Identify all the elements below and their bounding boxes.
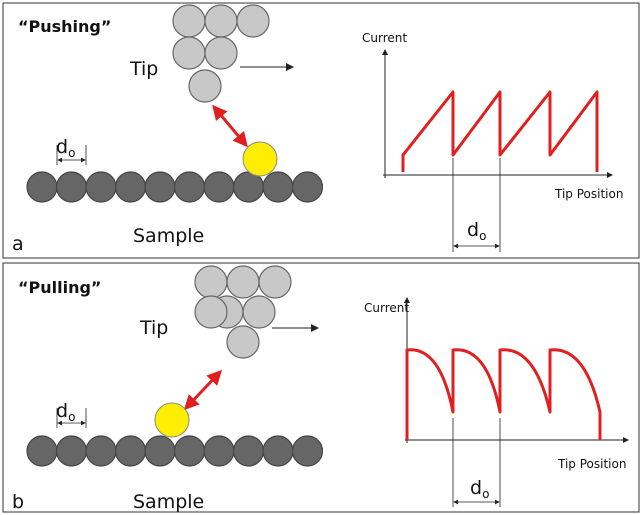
atom <box>293 436 323 466</box>
atom <box>189 70 221 102</box>
panel-letter: b <box>12 491 24 513</box>
atom <box>86 436 116 466</box>
symbol: d <box>56 400 68 422</box>
atom <box>204 436 234 466</box>
atom <box>195 296 227 328</box>
atom <box>173 37 205 69</box>
subscript: o <box>68 410 75 424</box>
atom <box>175 436 205 466</box>
panel-title: “Pushing” <box>18 17 111 36</box>
atom <box>27 172 57 202</box>
atom <box>57 172 87 202</box>
atom <box>116 436 146 466</box>
figure: “Pushing” Tip do Sample a Current Tip Po… <box>0 0 642 515</box>
atom <box>204 172 234 202</box>
atom <box>234 172 264 202</box>
atom <box>243 296 275 328</box>
atom <box>155 403 189 437</box>
symbol: d <box>56 136 68 158</box>
diagram-shapes <box>27 5 628 507</box>
subscript: o <box>479 229 486 243</box>
atom <box>145 172 175 202</box>
panel-letter: a <box>12 233 24 255</box>
atom <box>57 436 87 466</box>
symbol: d <box>470 477 482 499</box>
atom <box>86 172 116 202</box>
atom <box>293 172 323 202</box>
period-label: do <box>467 219 486 243</box>
atom <box>259 266 291 298</box>
period-label: do <box>470 477 489 501</box>
atom <box>227 266 259 298</box>
tip-label: Tip <box>129 58 158 80</box>
y-axis-label: Current <box>364 301 409 315</box>
atom <box>145 436 175 466</box>
atom <box>195 266 227 298</box>
panel-title: “Pulling” <box>18 278 101 297</box>
atom <box>205 5 237 37</box>
atom <box>27 436 57 466</box>
tip-label: Tip <box>139 317 168 339</box>
atom <box>205 37 237 69</box>
sample-label: Sample <box>133 225 204 247</box>
symbol: d <box>467 219 479 241</box>
atom <box>175 172 205 202</box>
sample-label: Sample <box>133 491 204 513</box>
subscript: o <box>482 487 489 501</box>
atom <box>116 172 146 202</box>
atom <box>237 5 269 37</box>
x-axis-label: Tip Position <box>554 187 623 201</box>
atom <box>263 436 293 466</box>
atom <box>234 436 264 466</box>
spacing-label: do <box>56 136 75 160</box>
x-axis-label: Tip Position <box>557 457 626 471</box>
spacing-label: do <box>56 400 75 424</box>
atom <box>227 326 259 358</box>
atom <box>173 5 205 37</box>
subscript: o <box>68 146 75 160</box>
y-axis-label: Current <box>362 31 407 45</box>
atom <box>263 172 293 202</box>
panel-frame <box>3 3 639 258</box>
atom <box>243 142 277 176</box>
